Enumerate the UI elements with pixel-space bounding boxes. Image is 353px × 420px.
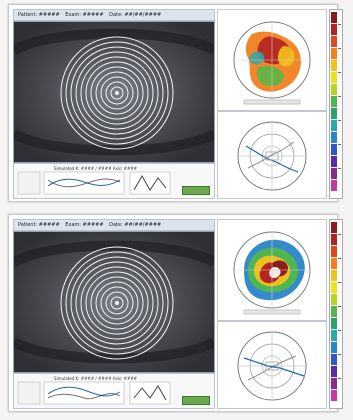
placido-ring-image xyxy=(13,231,215,373)
color-scale xyxy=(329,9,343,199)
topography-panel-2: Patient: ##### Exam: ##### Date: ##/##/#… xyxy=(8,214,343,412)
placido-rings-svg xyxy=(14,22,214,162)
scale-swatch xyxy=(331,180,337,191)
polar-plot-view xyxy=(217,321,327,409)
scale-swatch xyxy=(331,36,337,47)
scale-swatch xyxy=(331,366,337,377)
top-status-middle: Exam: ##### xyxy=(65,222,104,228)
scale-swatch xyxy=(331,132,337,143)
scale-swatch xyxy=(331,318,337,329)
ok-button[interactable] xyxy=(182,186,210,195)
scale-tick xyxy=(338,168,341,169)
scale-swatch xyxy=(331,108,337,119)
corneal-map-view xyxy=(217,219,327,321)
placido-ring-image xyxy=(13,21,215,163)
top-status-bar: Patient: ##### Exam: ##### Date: ##/##/#… xyxy=(13,9,215,21)
scale-swatch xyxy=(331,390,337,401)
scale-swatch xyxy=(331,96,337,107)
summary-graph xyxy=(17,171,171,195)
scale-swatch xyxy=(331,306,337,317)
corneal-map-view xyxy=(217,9,327,111)
scale-swatch xyxy=(331,270,337,281)
summary-graph xyxy=(17,381,171,405)
scale-swatch xyxy=(331,294,337,305)
numeric-summary: Simulated K: #### / #### Axis: #### xyxy=(13,373,215,409)
scale-swatch xyxy=(331,120,337,131)
summary-title: Simulated K: #### / #### Axis: #### xyxy=(54,166,138,171)
scale-swatch xyxy=(331,246,337,257)
ok-button[interactable] xyxy=(182,396,210,405)
scale-tick xyxy=(338,234,341,235)
placido-rings-svg xyxy=(14,232,214,372)
scale-swatch xyxy=(331,48,337,59)
polar-plot-view xyxy=(217,111,327,199)
map-ticks xyxy=(243,99,301,105)
scale-tick xyxy=(338,144,341,145)
scale-swatch xyxy=(331,234,337,245)
polar-plot-svg xyxy=(237,121,307,191)
scale-tick xyxy=(338,72,341,73)
scale-swatch xyxy=(331,24,337,35)
top-status-bar: Patient: ##### Exam: ##### Date: ##/##/#… xyxy=(13,219,215,231)
scale-swatch xyxy=(331,258,337,269)
scale-tick xyxy=(338,96,341,97)
top-status-left: Patient: ##### xyxy=(18,12,60,18)
scale-swatch xyxy=(331,222,337,233)
top-status-left: Patient: ##### xyxy=(18,222,60,228)
scale-tick xyxy=(338,258,341,259)
scale-swatch xyxy=(331,378,337,389)
scale-tick xyxy=(338,282,341,283)
summary-title: Simulated K: #### / #### Axis: #### xyxy=(54,376,138,381)
scale-swatch xyxy=(331,72,337,83)
color-scale xyxy=(329,219,343,409)
scale-swatch xyxy=(331,144,337,155)
scale-swatch xyxy=(331,330,337,341)
corneal-map-svg xyxy=(233,231,311,315)
scale-tick xyxy=(338,306,341,307)
scale-tick xyxy=(338,330,341,331)
scale-tick xyxy=(338,354,341,355)
scale-tick xyxy=(338,378,341,379)
top-status-right: Date: ##/##/#### xyxy=(109,222,162,228)
scale-tick xyxy=(338,120,341,121)
top-status-right: Date: ##/##/#### xyxy=(109,12,162,18)
scale-swatch xyxy=(331,354,337,365)
polar-plot-svg xyxy=(237,331,307,401)
scale-tick xyxy=(338,48,341,49)
top-status-middle: Exam: ##### xyxy=(65,12,104,18)
scale-swatch xyxy=(331,342,337,353)
scale-swatch xyxy=(331,60,337,71)
topography-panel-1: Patient: ##### Exam: ##### Date: ##/##/#… xyxy=(8,4,343,202)
numeric-summary: Simulated K: #### / #### Axis: #### xyxy=(13,163,215,199)
scale-tick xyxy=(338,24,341,25)
scale-swatch xyxy=(331,282,337,293)
scale-swatch xyxy=(331,156,337,167)
scale-swatch xyxy=(331,12,337,23)
corneal-map-svg xyxy=(233,21,311,105)
scale-swatch xyxy=(331,84,337,95)
scale-swatch xyxy=(331,168,337,179)
